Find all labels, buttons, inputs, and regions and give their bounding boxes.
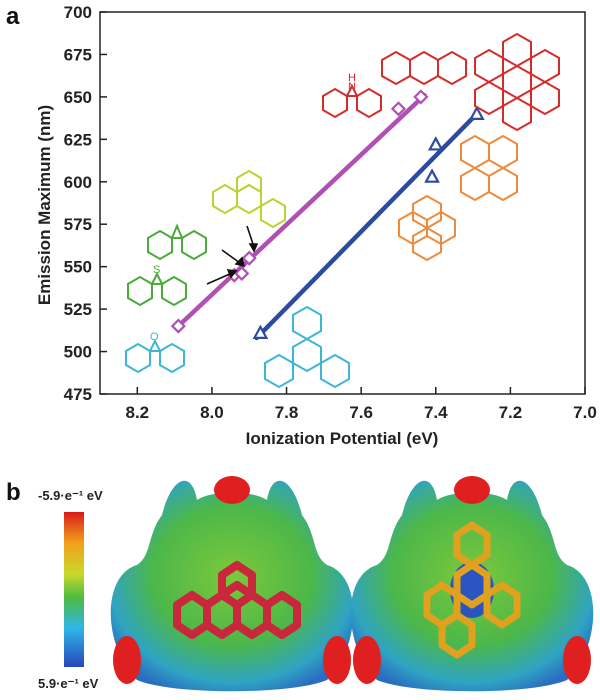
dibenzothiophene-s-label: S <box>153 264 160 276</box>
fit-line-diamond <box>176 92 427 329</box>
colorbar-bottom-label: 5.9·e⁻¹ eV <box>38 676 99 691</box>
y-tick-label: 700 <box>64 3 92 22</box>
y-axis-ticks: 475 500 525 550 575 600 625 650 675 700 <box>64 3 107 404</box>
diamond-marker <box>413 89 429 105</box>
y-tick-label: 675 <box>64 45 92 64</box>
colorbar: -5.9·e⁻¹ eV 5.9·e⁻¹ eV <box>38 488 103 691</box>
y-tick-label: 500 <box>64 343 92 362</box>
chart-plot: 8.2 8.0 7.8 7.6 7.4 7.2 7.0 475 500 525 550 575 600… <box>35 3 597 448</box>
pyrene-structure <box>398 194 456 262</box>
y-tick-label: 475 <box>64 385 92 404</box>
fit-lines <box>176 92 480 341</box>
data-markers <box>170 89 485 339</box>
x-tick-label: 7.6 <box>349 403 373 422</box>
x-axis-label: Ionization Potential (eV) <box>246 429 439 448</box>
molecule-structures: N H <box>125 32 560 389</box>
carbazole-n-label: N <box>348 81 356 93</box>
triphenylene-structure <box>264 305 350 389</box>
x-tick-label: 7.4 <box>424 403 448 422</box>
dibenzofuran-structure: O <box>125 331 185 374</box>
panel-label-b: b <box>6 479 21 506</box>
triangle-marker <box>252 324 269 339</box>
triangle-marker <box>468 105 485 120</box>
diamond-marker <box>234 265 250 282</box>
diamond-marker <box>170 318 186 334</box>
phenanthrene-structure <box>212 169 286 229</box>
perylene-structure <box>460 134 518 202</box>
colorbar-gradient <box>64 512 84 667</box>
y-tick-label: 550 <box>64 258 92 277</box>
panel-label-a: a <box>6 3 20 30</box>
diamond-marker <box>390 101 407 117</box>
triangle-marker <box>424 168 440 183</box>
annotation-arrows <box>206 225 259 285</box>
x-tick-label: 7.8 <box>275 403 299 422</box>
x-tick-label: 8.2 <box>125 403 149 422</box>
y-axis-label: Emission Maximum (nm) <box>35 105 54 305</box>
carbazole-h-label: H <box>348 72 356 84</box>
coronene-structure <box>474 32 560 132</box>
dibenzofuran-o-label: O <box>150 331 159 343</box>
carbazole-structure: N H <box>322 72 382 119</box>
y-tick-label: 600 <box>64 173 92 192</box>
esp-surface-right <box>350 476 594 692</box>
colorbar-top-label: -5.9·e⁻¹ eV <box>38 488 103 503</box>
x-tick-label: 7.0 <box>573 403 597 422</box>
y-tick-label: 625 <box>64 130 92 149</box>
x-tick-label: 8.0 <box>200 403 224 422</box>
fit-line-triangle <box>254 111 480 341</box>
y-tick-label: 525 <box>64 300 92 319</box>
x-tick-label: 7.2 <box>499 403 523 422</box>
plot-frame <box>99 11 586 395</box>
y-tick-label: 575 <box>64 215 92 234</box>
triangle-marker <box>427 136 444 151</box>
x-axis-ticks: 8.2 8.0 7.8 7.6 7.4 7.2 7.0 <box>125 387 597 422</box>
dibenzothiophene-structure: S <box>127 264 187 307</box>
diamond-marker <box>241 250 257 266</box>
anthracene-structure <box>381 50 467 86</box>
esp-surface-left <box>110 476 354 692</box>
fluorene-structure <box>147 223 207 261</box>
y-tick-label: 650 <box>64 88 92 107</box>
